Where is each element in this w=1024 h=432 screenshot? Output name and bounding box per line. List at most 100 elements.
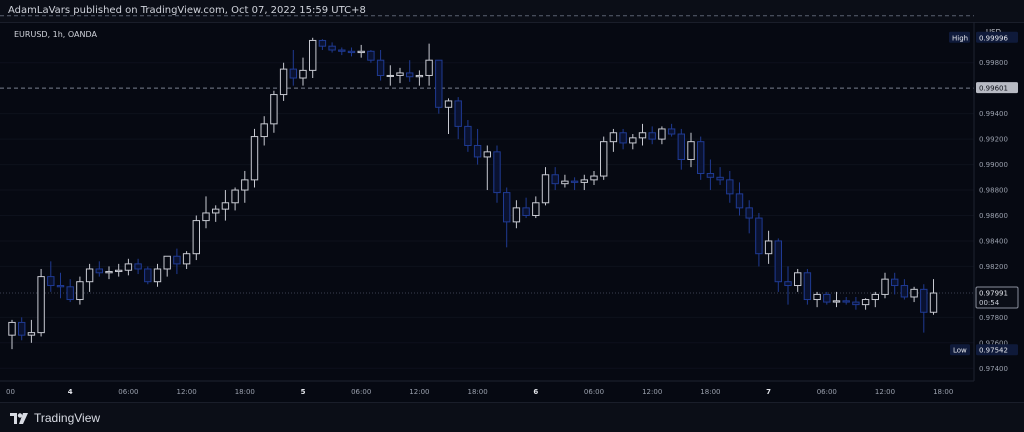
candle-body-down — [920, 288, 928, 313]
candle-body-up — [561, 180, 569, 185]
candle-body-down — [784, 281, 792, 287]
candle-body-up — [241, 179, 249, 191]
candle-body-down — [648, 132, 656, 140]
candle — [105, 266, 113, 280]
marker-lines — [0, 15, 974, 294]
candle — [823, 291, 831, 305]
candle-body-up — [192, 220, 201, 255]
time-tick-label: 06:00 — [584, 388, 604, 396]
candle — [677, 128, 685, 170]
candle-body-up — [279, 68, 288, 96]
candle — [144, 266, 152, 285]
candle-body-up — [260, 123, 268, 138]
candle-body-up — [483, 151, 492, 158]
candle — [532, 196, 540, 219]
candle-body-down — [347, 50, 356, 54]
candle — [667, 123, 676, 137]
candle-body-down — [134, 263, 142, 270]
candle — [832, 291, 841, 308]
high-label: High — [952, 34, 968, 42]
brand-name: TradingView — [34, 411, 101, 425]
time-tick-label: 18:00 — [235, 388, 255, 396]
candle — [8, 319, 16, 350]
candle — [182, 251, 191, 269]
candle — [619, 128, 627, 150]
candle-body-up — [386, 74, 395, 77]
candle — [347, 47, 356, 57]
candle — [27, 319, 36, 343]
candle — [37, 268, 45, 337]
candle — [309, 37, 317, 79]
candle — [784, 266, 792, 305]
candle-body-up — [813, 293, 821, 301]
candle-body-down — [435, 59, 443, 108]
candle — [900, 279, 909, 300]
candle-body-up — [512, 207, 521, 223]
candle-body-down — [891, 278, 899, 287]
candle-body-down — [56, 285, 65, 288]
candle — [764, 230, 773, 264]
candle-body-up — [396, 72, 404, 76]
candle-body-down — [328, 45, 336, 51]
time-tick-label: 12:00 — [409, 388, 429, 396]
time-axis[interactable]: 00 4 06:00 12:00 18:00 5 06:00 12:00 18:00 6 06:00… — [6, 388, 953, 396]
candle-body-up — [231, 189, 239, 204]
candle — [454, 97, 462, 140]
candle — [735, 182, 744, 216]
candle — [435, 59, 443, 114]
price-axis[interactable]: 0.97400 0.97600 0.97800 0.98200 0.98400 0.986… — [979, 59, 1008, 373]
candle-body-down — [522, 207, 530, 217]
candle-body-down — [95, 268, 103, 274]
time-tick-label: 06:00 — [351, 388, 371, 396]
candle — [250, 128, 259, 188]
marker-value: 0.99601 — [979, 85, 1008, 93]
candle — [376, 50, 385, 81]
price-tick-label: 0.99400 — [979, 110, 1008, 118]
candle-body-up — [76, 281, 84, 301]
candle — [512, 200, 521, 229]
candle — [153, 263, 162, 287]
chart-title: EURUSD, 1h, OANDA — [14, 30, 98, 39]
candle-body-down — [852, 301, 860, 306]
candle — [842, 296, 850, 305]
price-tick-label: 0.98800 — [979, 187, 1008, 195]
published-info: AdamLaVars published on TradingView.com,… — [8, 5, 366, 16]
candle — [706, 159, 715, 191]
candlestick-chart[interactable]: EURUSD, 1h, OANDA USD 0.974000.976000.97… — [0, 0, 1024, 402]
candle — [910, 286, 918, 303]
candle — [406, 60, 414, 82]
price-tick-label: 0.98400 — [979, 237, 1008, 245]
candle — [697, 136, 705, 180]
candle-body-up — [27, 332, 36, 336]
candle — [279, 62, 288, 101]
candle-body-up — [861, 299, 870, 306]
candle — [270, 90, 278, 133]
tradingview-logo[interactable]: TradingView — [10, 411, 100, 425]
candle — [541, 167, 550, 206]
candle — [464, 120, 472, 152]
marker-tag: 0.99601 — [976, 82, 1018, 94]
candle-body-down — [735, 193, 744, 209]
candle-body-up — [832, 300, 841, 303]
footer-bar: TradingView — [0, 402, 1024, 432]
candle — [881, 272, 889, 299]
price-tick-label: 0.98600 — [979, 212, 1008, 220]
current-price-value: 0.97991 — [979, 290, 1008, 298]
candle-body-down — [619, 132, 627, 144]
candle-body-up — [115, 269, 123, 273]
candle-body-up — [590, 175, 598, 181]
candle — [483, 145, 492, 191]
candle — [473, 128, 482, 165]
candle-body-up — [221, 202, 230, 210]
candle-body-up — [357, 50, 365, 54]
candle — [173, 248, 181, 275]
candle — [852, 296, 860, 310]
time-tick-label: 4 — [68, 388, 73, 396]
candle — [56, 272, 65, 299]
time-tick-label: 06:00 — [118, 388, 138, 396]
low-value-bg — [976, 344, 1018, 356]
candle-body-down — [900, 285, 909, 298]
candle-body-down — [697, 141, 705, 174]
candle — [299, 57, 307, 86]
candle — [609, 128, 618, 152]
